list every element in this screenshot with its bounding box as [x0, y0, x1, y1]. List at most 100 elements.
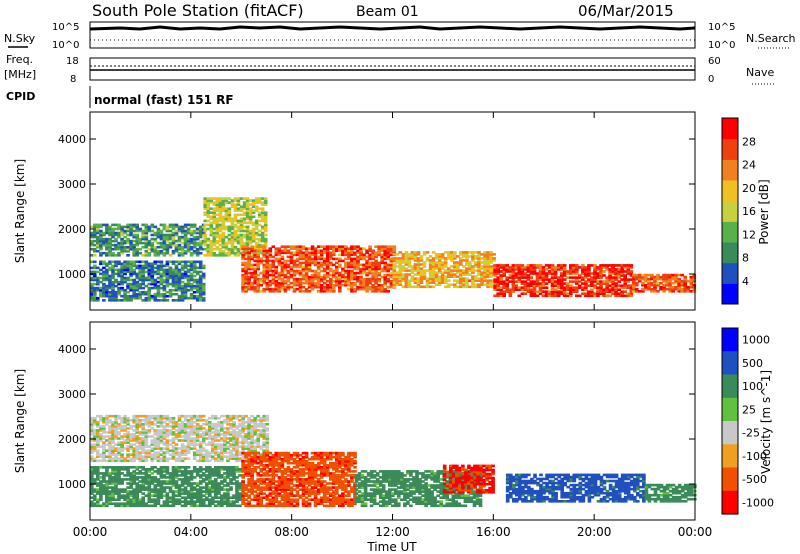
vel-cell [168, 416, 173, 420]
vel-cell [120, 490, 124, 493]
power-cell [105, 247, 109, 251]
power-cell [159, 262, 164, 266]
power-cell [431, 275, 436, 278]
power-cell [440, 257, 445, 260]
power-cell [489, 269, 493, 272]
vel-cell [159, 496, 164, 499]
power-cell [298, 261, 303, 265]
vel-cell [229, 437, 233, 440]
vel-cell [217, 429, 221, 432]
power-cell [692, 277, 697, 281]
power-cell [550, 274, 555, 277]
vel-cell [250, 449, 254, 452]
power-cell [446, 283, 451, 286]
vel-cell [117, 431, 121, 434]
power-cell [611, 270, 615, 273]
power-cell [584, 284, 588, 287]
vel-cell [189, 441, 194, 444]
power-cell [271, 255, 276, 259]
power-cell [398, 271, 403, 274]
vel-cell [108, 459, 112, 463]
power-cell [174, 233, 179, 237]
power-cell [465, 283, 469, 286]
power-cell [371, 267, 375, 271]
power-cell [150, 241, 155, 245]
power-cell [477, 259, 481, 262]
power-cell [186, 229, 191, 233]
power-cell [123, 264, 127, 268]
power-cell [203, 235, 207, 239]
vel-cell [195, 449, 200, 452]
power-cell [626, 292, 630, 295]
vel-cell [165, 486, 170, 489]
power-cell [453, 279, 457, 282]
power-cell [221, 254, 226, 257]
power-colorbar-swatch [722, 262, 738, 284]
vel-cell [111, 494, 115, 497]
power-cell [453, 269, 457, 272]
vel-cell [150, 476, 155, 479]
vel-cell [211, 427, 215, 430]
power-cell [198, 243, 203, 247]
power-cell [638, 275, 642, 279]
power-cell [251, 215, 256, 219]
power-cell [632, 277, 636, 281]
power-cell [156, 290, 161, 294]
vel-cell [250, 439, 254, 442]
vel-cell [259, 416, 263, 420]
power-cell [689, 283, 694, 287]
power-cell [437, 279, 442, 282]
power-cell [224, 245, 229, 249]
power-cell [374, 273, 378, 277]
vel-cell [105, 439, 109, 442]
power-cell [374, 279, 378, 283]
power-cell [307, 279, 312, 283]
vel-cell [250, 431, 254, 434]
vel-cell [171, 416, 176, 420]
power-cell [209, 249, 214, 253]
power-cell [599, 264, 603, 267]
power-cell [353, 263, 357, 267]
vel-cell [153, 414, 158, 418]
power-cell [108, 299, 112, 302]
power-cell [486, 275, 490, 278]
power-cell [239, 235, 244, 239]
power-cell [517, 278, 522, 281]
vel-cell [129, 484, 133, 487]
vel-cell [171, 472, 176, 475]
power-cell [535, 282, 540, 285]
vel-cell [144, 437, 149, 440]
power-cell [108, 280, 112, 284]
power-cell [248, 199, 253, 202]
power-cell [446, 271, 451, 274]
vel-cell [156, 490, 161, 493]
vel-cell [150, 478, 155, 481]
power-cell [147, 266, 152, 270]
power-cell [168, 241, 173, 245]
vel-cell [217, 443, 221, 446]
power-cell [377, 261, 381, 265]
power-cell [203, 254, 207, 257]
power-cell [138, 239, 142, 243]
power-cell [244, 265, 248, 269]
power-cell [602, 288, 606, 291]
vel-cell [153, 470, 158, 473]
power-cell [587, 272, 591, 275]
vel-cell [171, 470, 176, 473]
power-cell [93, 290, 97, 294]
vel-cell [259, 447, 263, 450]
power-cell [453, 265, 457, 268]
power-cell [289, 273, 294, 277]
vel-cell [141, 427, 145, 430]
power-cell [419, 285, 424, 289]
vel-cell [147, 451, 152, 454]
power-cell [383, 267, 387, 271]
power-cell [277, 253, 282, 257]
power-cell [105, 229, 109, 233]
vel-cell [256, 445, 260, 448]
power-cell [283, 279, 288, 283]
vel-cell [120, 482, 124, 485]
power-cell [99, 231, 103, 235]
power-cell [437, 261, 442, 264]
power-cell [189, 276, 194, 280]
